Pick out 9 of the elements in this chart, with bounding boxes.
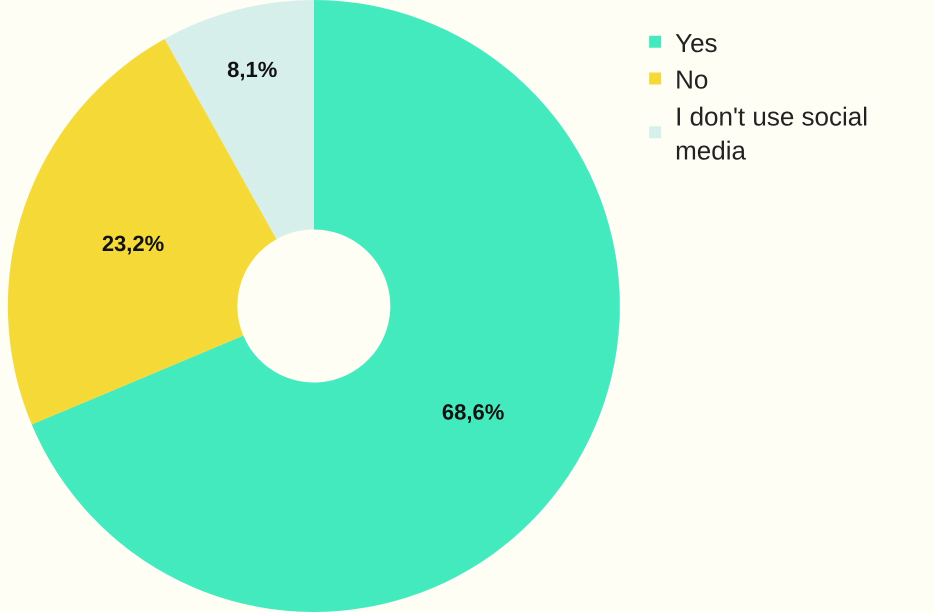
- donut-slice: [164, 0, 314, 240]
- legend-label: Yes: [675, 28, 718, 58]
- donut-slice: [32, 0, 620, 612]
- data-label: 8,1%: [227, 56, 278, 82]
- data-label: 68,6%: [442, 399, 504, 424]
- data-label: 23,2%: [102, 231, 164, 256]
- donut-slice: [8, 38, 277, 425]
- legend-label: I don't use social media: [675, 102, 868, 166]
- legend-label: No: [675, 64, 708, 95]
